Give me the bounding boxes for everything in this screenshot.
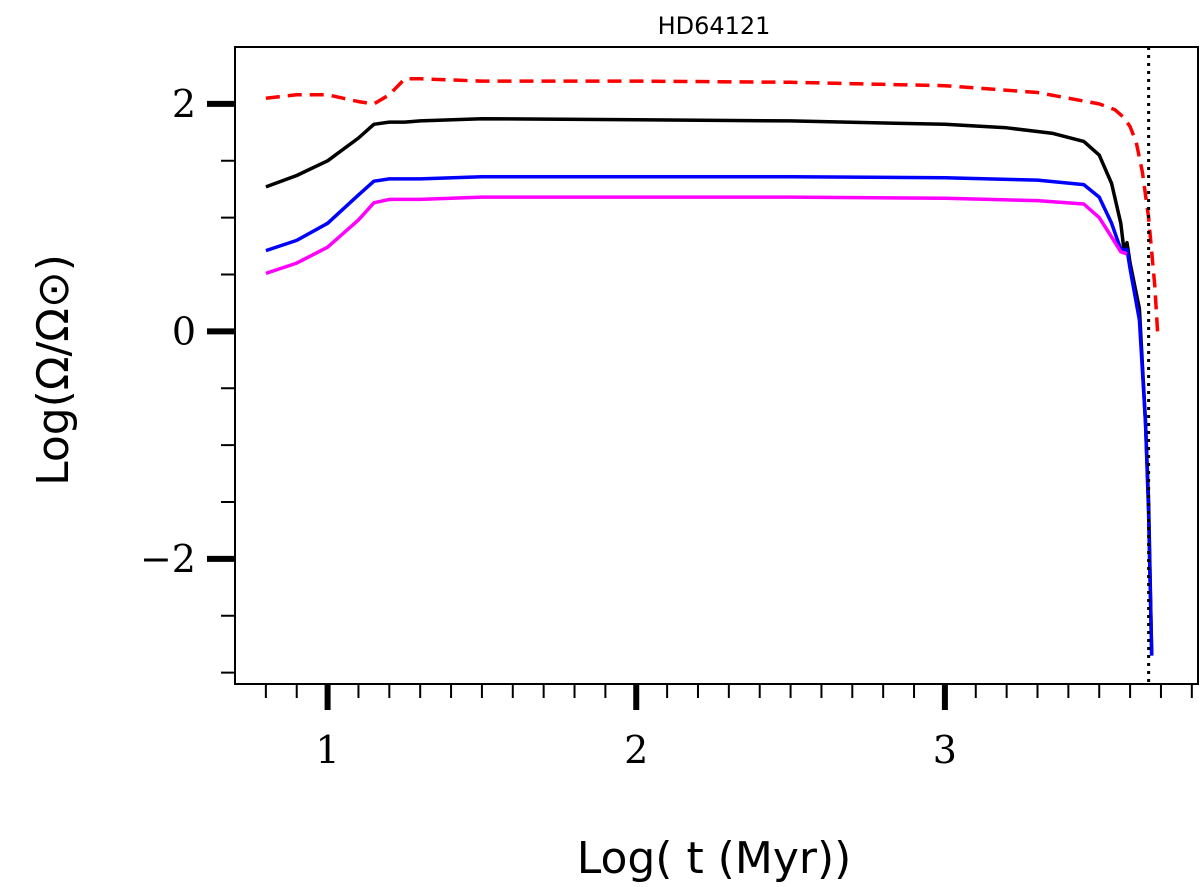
x-tick-label: 1 [316, 728, 340, 772]
x-axis-label: Log( t (Myr)) [577, 833, 852, 884]
series-line-3 [265, 174, 1154, 656]
x-tick-label: 3 [933, 728, 957, 772]
series-layer [265, 77, 1160, 656]
plot-area [234, 46, 1199, 685]
y-axis-label: Log(Ω/Ω⊙) [28, 254, 79, 486]
y-tick-label: 2 [172, 82, 196, 126]
y-tick-label: −2 [140, 537, 196, 581]
chart-title: HD64121 [658, 12, 771, 40]
x-tick-label: 2 [624, 728, 648, 772]
x-axis: 1 2 3 [264, 684, 1193, 772]
series-line-4 [265, 195, 1128, 276]
y-axis: −2 0 2 [140, 82, 235, 674]
series-line-1 [265, 77, 1160, 338]
plot-frame [234, 46, 1199, 685]
y-tick-label: 0 [172, 309, 196, 353]
